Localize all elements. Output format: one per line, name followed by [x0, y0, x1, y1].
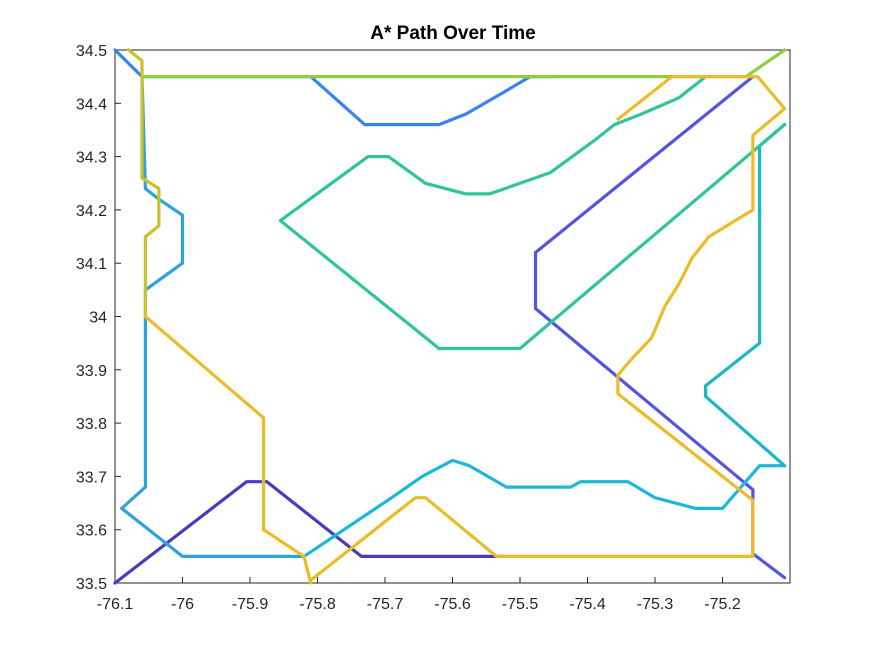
y-tick-label: 34.4: [76, 96, 107, 113]
y-tick-label: 33.7: [76, 469, 107, 486]
y-tick-label: 34: [89, 310, 107, 327]
x-tick-label: -75.3: [637, 596, 674, 613]
x-tick-label: -75.4: [569, 596, 606, 613]
y-tick-label: 33.9: [76, 363, 107, 380]
plot-area: -76.1 -76 -75.9 -75.8 -75.7 -75.6 -75.5 -75.4 -7…: [76, 43, 791, 613]
y-tick-label: 34.3: [76, 150, 107, 167]
chart-title: A* Path Over Time: [370, 23, 535, 44]
series-line-1: [113, 480, 505, 585]
x-tick-label: -75.8: [299, 596, 336, 613]
series-lines: [113, 48, 787, 585]
series-line-4: [120, 75, 306, 558]
series-line-5: [302, 458, 787, 558]
y-tick-label: 33.8: [76, 416, 107, 433]
y-tick-label: 34.5: [76, 43, 107, 60]
series-line-9: [126, 48, 161, 319]
x-tick-label: -75.5: [502, 596, 539, 613]
x-tick-label: -76: [171, 596, 194, 613]
y-tick-label: 33.6: [76, 523, 107, 540]
y-tick-label: 34.2: [76, 203, 107, 220]
x-tick-label: -75.6: [434, 596, 471, 613]
ticks: -76.1 -76 -75.9 -75.8 -75.7 -75.6 -75.5 -75.4 -7…: [76, 43, 741, 613]
series-line-10: [143, 75, 787, 585]
series-line-2: [533, 75, 787, 580]
x-tick-label: -75.9: [232, 596, 269, 613]
x-tick-label: -76.1: [97, 596, 134, 613]
y-tick-label: 34.1: [76, 256, 107, 273]
x-tick-label: -75.7: [367, 596, 404, 613]
series-line-7: [278, 75, 787, 351]
y-tick-label: 33.5: [76, 576, 107, 593]
x-tick-label: -75.2: [704, 596, 741, 613]
